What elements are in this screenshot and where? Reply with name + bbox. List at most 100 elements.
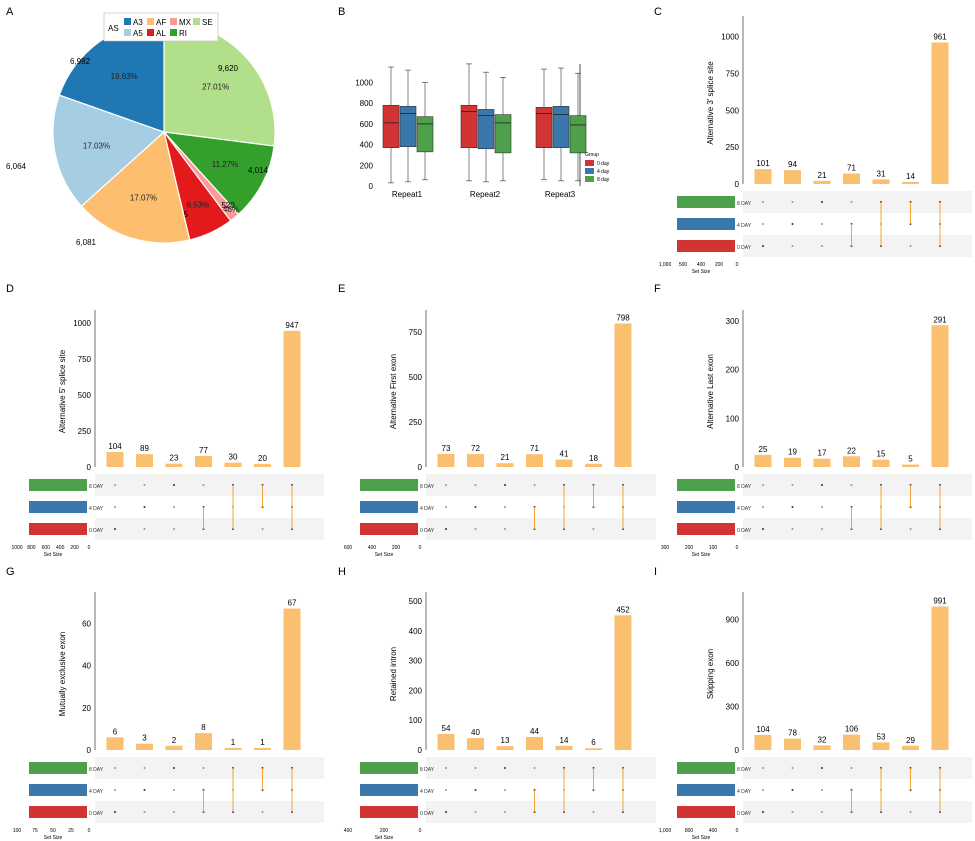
- set-size-tick: 600: [344, 545, 353, 551]
- set-size-bar: [360, 479, 418, 491]
- pie-pct-label: 27.01%: [202, 83, 229, 92]
- matrix-dot: [504, 506, 506, 508]
- matrix-dot: [261, 528, 264, 530]
- matrix-dot: [504, 484, 506, 486]
- matrix-dot: [850, 767, 853, 769]
- matrix-dot: [474, 484, 477, 486]
- pie-value-label: 9,620: [218, 64, 239, 73]
- pie-pct-label: 6.53%: [187, 200, 210, 209]
- set-size-tick: 1,000: [659, 828, 672, 834]
- set-size-bar: [360, 806, 418, 818]
- y-tick-label: 200: [409, 686, 423, 695]
- matrix-dot: [791, 811, 794, 813]
- box-legend: Group 0 day 4 day 8 day: [585, 152, 610, 183]
- upset-panel-G: 0 20 40 60 Mutually exclusive exon 6 3 2 8 1 1 67 8 …: [13, 592, 324, 841]
- set-label: 0 DAY: [89, 528, 104, 534]
- bar-value-label: 14: [560, 736, 569, 745]
- y-tick-label: 60: [82, 619, 91, 628]
- matrix-dot: [791, 789, 794, 791]
- set-label: 4 DAY: [89, 506, 104, 512]
- matrix-dot: [821, 223, 823, 225]
- matrix-dot: [762, 223, 764, 225]
- set-size-tick: 0: [88, 828, 91, 834]
- intersection-bar: [555, 459, 573, 467]
- set-size-label: Set Size: [692, 552, 711, 558]
- bar-value-label: 78: [788, 729, 797, 738]
- bar-value-label: 54: [442, 724, 451, 733]
- set-size-tick: 200: [380, 828, 389, 834]
- matrix-dot: [504, 767, 506, 769]
- box-rect: [477, 109, 495, 150]
- matrix-dot: [445, 528, 447, 530]
- intersection-bar: [224, 462, 242, 467]
- set-size-bar: [677, 762, 735, 774]
- matrix-dot: [791, 528, 794, 530]
- legend-swatch-MX: [170, 18, 177, 25]
- matrix-dot: [173, 789, 175, 791]
- bar-value-label: 6: [591, 738, 596, 747]
- matrix-dot: [261, 811, 264, 813]
- intersection-bar: [585, 748, 602, 750]
- matrix-dot: [445, 484, 447, 486]
- box-rect: [552, 106, 570, 149]
- y-tick-label: 500: [78, 391, 92, 400]
- y-tick-label: 0: [735, 746, 740, 755]
- bar-value-label: 71: [530, 444, 539, 453]
- matrix-dot: [114, 506, 116, 508]
- set-size-tick: 0: [736, 828, 739, 834]
- set-size-bar: [29, 806, 87, 818]
- box-plot: 0 200 400 600 800 1000 Repeat1 Repeat2 Repeat3: [355, 63, 587, 199]
- matrix-dot: [504, 811, 506, 813]
- y-tick-label: 0: [735, 180, 740, 189]
- matrix-row-bg: [426, 757, 656, 779]
- set-size-label: Set Size: [375, 835, 394, 841]
- set-label: 0 DAY: [420, 811, 435, 817]
- legend-label: 4 day: [597, 169, 610, 175]
- intersection-bar: [254, 747, 271, 750]
- set-size-tick: 200: [685, 545, 694, 551]
- panel-letter-F: F: [654, 283, 661, 295]
- y-axis-label: Alternative 5' splice site: [58, 349, 67, 433]
- intersection-bar: [195, 455, 212, 467]
- y-tick-label: 400: [360, 141, 374, 150]
- matrix-dot: [202, 484, 205, 486]
- set-size-label: Set Size: [44, 552, 63, 558]
- pie-value-label: 6,982: [70, 57, 91, 66]
- bar-value-label: 30: [229, 453, 238, 462]
- bar-value-label: 72: [471, 444, 480, 453]
- intersection-bar: [283, 330, 301, 467]
- bar-value-label: 31: [877, 169, 886, 178]
- matrix-dot: [114, 789, 116, 791]
- set-size-bar: [677, 479, 735, 491]
- legend-box: [103, 12, 219, 42]
- set-size-tick: 0: [736, 262, 739, 268]
- y-tick-label: 0: [418, 746, 423, 755]
- y-tick-label: 250: [726, 143, 740, 152]
- y-tick-label: 20: [82, 704, 91, 713]
- set-size-bar: [677, 196, 735, 208]
- set-size-label: Set Size: [44, 835, 63, 841]
- set-size-tick: 300: [661, 545, 670, 551]
- y-axis-label: Retained intron: [389, 647, 398, 701]
- y-tick-label: 1000: [73, 319, 91, 328]
- box-rect: [382, 104, 400, 149]
- legend-title: Group: [585, 152, 599, 158]
- bar-value-label: 961: [933, 32, 947, 41]
- legend-swatch-A3: [124, 18, 131, 25]
- set-label: 4 DAY: [737, 789, 752, 795]
- set-label: 8 DAY: [89, 767, 104, 773]
- set-label: 8 DAY: [420, 484, 435, 490]
- set-label: 8 DAY: [737, 201, 752, 207]
- set-size-bar: [360, 501, 418, 513]
- x-tick-label: Repeat1: [392, 190, 423, 199]
- matrix-dot: [143, 811, 146, 813]
- matrix-dot: [143, 528, 146, 530]
- bar-value-label: 2: [172, 736, 177, 745]
- matrix-dot: [791, 223, 794, 225]
- intersection-bar: [902, 464, 919, 467]
- set-size-bar: [677, 523, 735, 535]
- matrix-dot: [504, 528, 506, 530]
- bar-value-label: 32: [818, 735, 827, 744]
- panel-letter-C: C: [654, 6, 662, 18]
- set-size-label: Set Size: [692, 269, 711, 275]
